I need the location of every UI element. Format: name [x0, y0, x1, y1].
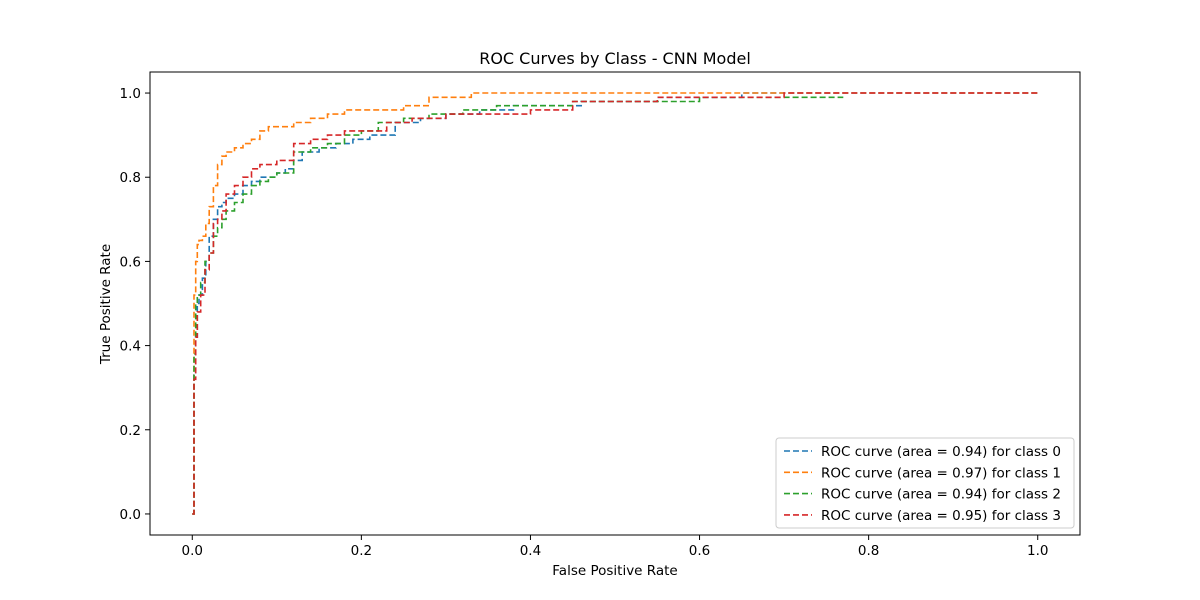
x-tick-label: 1.0	[1027, 543, 1048, 559]
series-line-class-3	[192, 92, 1038, 515]
y-tick-label: 1.0	[120, 86, 141, 102]
legend: ROC curve (area = 0.94) for class 0 ROC c…	[775, 437, 1075, 529]
legend-label-class-3: ROC curve (area = 0.95) for class 3	[821, 508, 1061, 524]
y-axis-title: True Positive Rate	[98, 244, 114, 365]
legend-label-class-0: ROC curve (area = 0.94) for class 0	[821, 444, 1061, 460]
plot-area	[149, 71, 1081, 536]
legend-label-class-1: ROC curve (area = 0.97) for class 1	[821, 465, 1061, 481]
series-layer	[192, 92, 1038, 515]
x-tick-label: 0.4	[520, 543, 541, 559]
series-line-class-2	[192, 96, 844, 515]
series-line-class-1	[192, 92, 1038, 515]
y-tick-label: 0.6	[120, 254, 141, 270]
x-tick-label: 0.2	[351, 543, 372, 559]
legend-box	[775, 437, 1075, 529]
x-tick-label: 0.8	[858, 543, 879, 559]
legend-label-class-2: ROC curve (area = 0.94) for class 2	[821, 487, 1061, 503]
x-tick-label: 0.0	[182, 543, 203, 559]
y-axis: 0.0 0.2 0.4 0.6 0.8 1.0	[120, 86, 150, 523]
y-tick-label: 0.0	[120, 507, 141, 523]
x-axis-title: False Positive Rate	[552, 563, 677, 579]
x-axis: 0.0 0.2 0.4 0.6 0.8 1.0	[182, 535, 1048, 559]
axes-frame	[149, 71, 1081, 536]
y-tick-label: 0.4	[120, 339, 141, 355]
x-tick-label: 0.6	[689, 543, 710, 559]
chart-title: ROC Curves by Class - CNN Model	[479, 49, 751, 68]
y-tick-label: 0.8	[120, 170, 141, 186]
y-tick-label: 0.2	[120, 423, 141, 439]
